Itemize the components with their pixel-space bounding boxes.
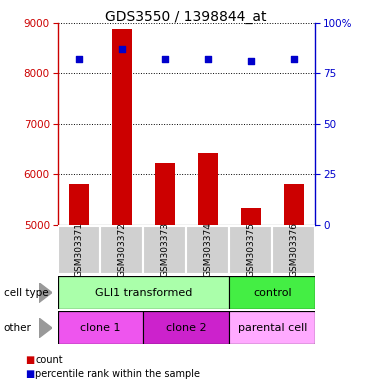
Bar xyxy=(58,276,229,309)
Text: GSM303372: GSM303372 xyxy=(118,222,127,277)
Bar xyxy=(58,311,144,344)
Text: control: control xyxy=(253,288,292,298)
Text: ■: ■ xyxy=(25,355,34,365)
Text: GSM303376: GSM303376 xyxy=(289,222,298,277)
FancyBboxPatch shape xyxy=(229,226,272,273)
Text: clone 1: clone 1 xyxy=(80,323,121,333)
Point xyxy=(205,56,211,63)
Text: clone 2: clone 2 xyxy=(166,323,207,333)
FancyBboxPatch shape xyxy=(272,226,315,273)
FancyBboxPatch shape xyxy=(187,226,229,273)
FancyBboxPatch shape xyxy=(144,226,187,273)
Text: GLI1 transformed: GLI1 transformed xyxy=(95,288,192,298)
Text: GSM303374: GSM303374 xyxy=(203,222,213,277)
Point xyxy=(248,58,254,65)
FancyBboxPatch shape xyxy=(58,226,101,273)
Bar xyxy=(241,208,260,225)
Text: GSM303375: GSM303375 xyxy=(246,222,255,277)
Text: ■: ■ xyxy=(25,369,34,379)
Point xyxy=(76,56,82,63)
Text: GSM303373: GSM303373 xyxy=(160,222,170,277)
Text: GSM303371: GSM303371 xyxy=(75,222,83,277)
Text: cell type: cell type xyxy=(4,288,48,298)
Point xyxy=(162,56,168,63)
Text: parental cell: parental cell xyxy=(238,323,307,333)
Bar xyxy=(229,276,315,309)
Polygon shape xyxy=(39,318,52,338)
Text: percentile rank within the sample: percentile rank within the sample xyxy=(35,369,200,379)
Text: count: count xyxy=(35,355,63,365)
Bar xyxy=(229,311,315,344)
Bar xyxy=(69,184,89,225)
Bar xyxy=(144,311,229,344)
FancyBboxPatch shape xyxy=(101,226,144,273)
Bar xyxy=(284,184,303,225)
Bar xyxy=(198,153,217,225)
Point xyxy=(291,56,297,63)
Polygon shape xyxy=(39,283,52,303)
Bar xyxy=(112,29,132,225)
Text: GDS3550 / 1398844_at: GDS3550 / 1398844_at xyxy=(105,10,266,23)
Text: other: other xyxy=(4,323,32,333)
Point xyxy=(119,46,125,52)
Bar xyxy=(155,163,175,225)
